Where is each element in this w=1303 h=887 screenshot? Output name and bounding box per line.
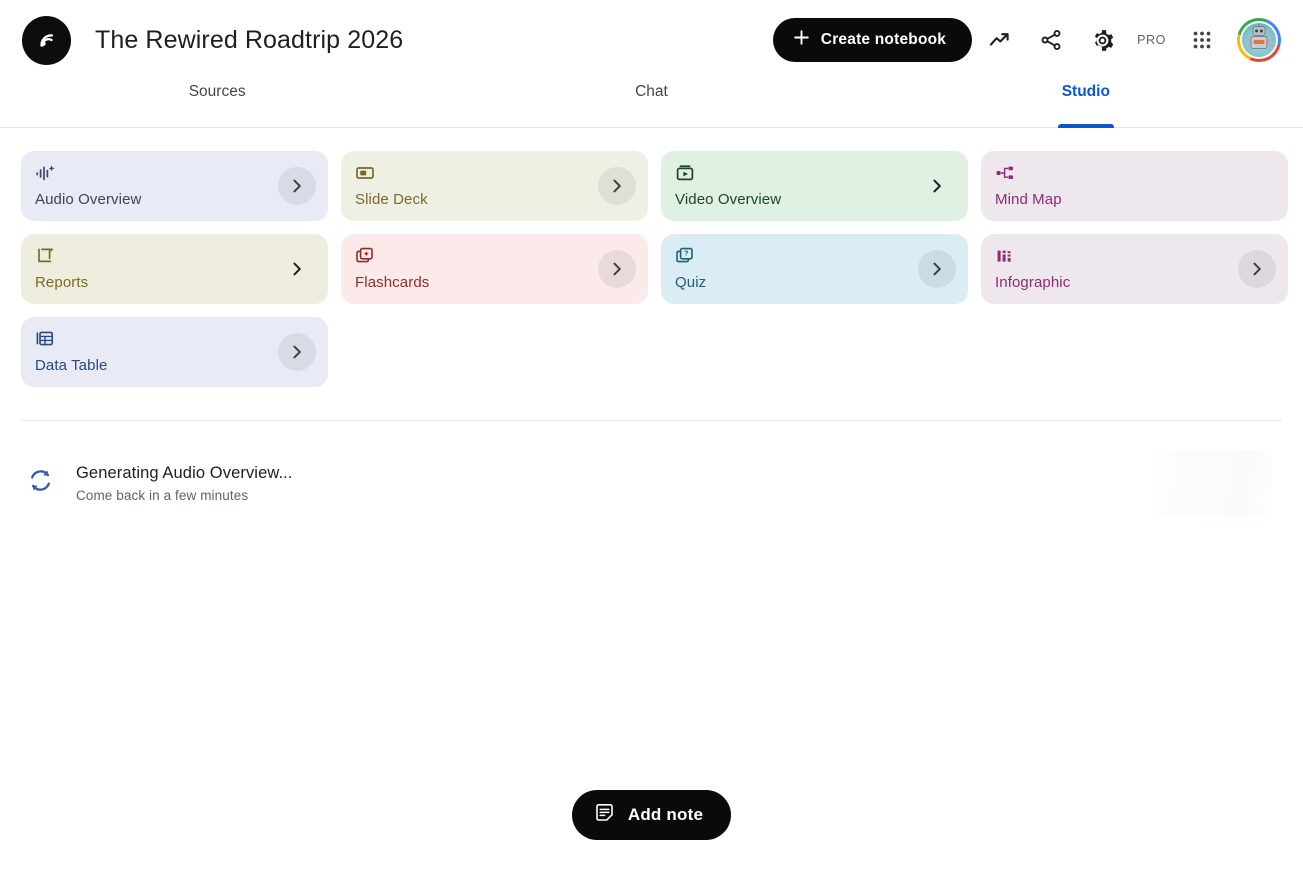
avatar[interactable]	[1237, 18, 1281, 62]
data-table-icon	[35, 329, 314, 349]
status-title: Generating Audio Overview...	[76, 463, 293, 482]
studio-card-slide-deck[interactable]: Slide Deck	[341, 151, 648, 221]
studio-card-data-table[interactable]: Data Table	[21, 317, 328, 387]
chevron-right-icon[interactable]	[918, 167, 956, 205]
svg-text:?: ?	[684, 249, 689, 258]
plus-icon	[793, 29, 810, 51]
studio-card-reports[interactable]: Reports	[21, 234, 328, 304]
status-subtitle: Come back in a few minutes	[76, 487, 249, 503]
notebooklm-logo-icon[interactable]	[22, 15, 71, 65]
robot-avatar-image	[1242, 23, 1276, 57]
video-overview-icon	[675, 163, 954, 183]
trending-up-icon[interactable]	[977, 17, 1023, 63]
avatar-ring-inner	[1240, 21, 1278, 59]
page-title: The Rewired Roadtrip 2026	[95, 25, 404, 54]
tab-sources[interactable]: Sources	[0, 80, 434, 127]
pro-badge: PRO	[1137, 33, 1166, 47]
chevron-right-icon[interactable]	[278, 250, 316, 288]
chevron-right-icon[interactable]	[598, 167, 636, 205]
generating-status-row[interactable]: Generating Audio Overview... Come back i…	[0, 421, 1303, 516]
tab-studio[interactable]: Studio	[869, 80, 1303, 127]
studio-card-grid: Audio Overview Slide Deck	[21, 151, 1288, 387]
studio-card-label: Infographic	[995, 274, 1071, 291]
studio-card-infographic[interactable]: Infographic	[981, 234, 1288, 304]
quiz-icon: ?	[675, 246, 954, 266]
audio-waveform-sparkle-icon	[35, 163, 314, 183]
studio-card-label: Reports	[35, 274, 89, 291]
studio-card-quiz[interactable]: ? Quiz	[661, 234, 968, 304]
top-bar-actions: Create notebook P	[772, 17, 1281, 63]
chevron-right-icon[interactable]	[278, 167, 316, 205]
add-note-label: Add note	[627, 805, 704, 824]
flashcards-icon	[355, 246, 634, 266]
top-bar: The Rewired Roadtrip 2026 Create noteboo…	[0, 0, 1303, 80]
create-notebook-label: Create notebook	[820, 31, 947, 48]
section-divider	[21, 420, 1282, 421]
main-tab-bar: Sources Chat Studio	[0, 80, 1303, 128]
studio-card-label: Quiz	[675, 274, 707, 291]
studio-card-mind-map[interactable]: Mind Map	[981, 151, 1288, 221]
add-note-button[interactable]: Add note	[571, 790, 732, 840]
studio-card-label: Mind Map	[995, 191, 1062, 208]
status-text-block: Generating Audio Overview... Come back i…	[76, 464, 1152, 503]
studio-card-label: Slide Deck	[355, 191, 428, 208]
chevron-right-icon[interactable]	[278, 333, 316, 371]
note-icon	[594, 802, 615, 828]
studio-card-audio-overview[interactable]: Audio Overview	[21, 151, 328, 221]
studio-card-label: Video Overview	[675, 191, 782, 208]
studio-card-video-overview[interactable]: Video Overview	[661, 151, 968, 221]
report-sparkle-icon	[35, 246, 314, 266]
share-icon[interactable]	[1028, 17, 1074, 63]
refresh-spinner-icon	[27, 467, 54, 499]
studio-panel: Audio Overview Slide Deck	[0, 128, 1303, 387]
studio-card-flashcards[interactable]: Flashcards	[341, 234, 648, 304]
create-notebook-button[interactable]: Create notebook	[772, 18, 973, 62]
chevron-right-icon[interactable]	[1238, 250, 1276, 288]
tab-chat[interactable]: Chat	[434, 80, 868, 127]
infographic-bars-icon	[995, 246, 1274, 266]
apps-grid-icon[interactable]	[1179, 17, 1225, 63]
mind-map-icon	[995, 163, 1274, 183]
gear-icon[interactable]	[1079, 17, 1125, 63]
chevron-right-icon[interactable]	[918, 250, 956, 288]
loading-skeleton	[1152, 450, 1272, 516]
studio-card-label: Flashcards	[355, 274, 430, 291]
studio-card-label: Audio Overview	[35, 191, 142, 208]
brand-area: The Rewired Roadtrip 2026	[22, 15, 773, 65]
add-note-container: Add note	[0, 790, 1303, 840]
chevron-right-icon[interactable]	[598, 250, 636, 288]
studio-card-label: Data Table	[35, 357, 108, 374]
slide-deck-icon	[355, 163, 634, 183]
